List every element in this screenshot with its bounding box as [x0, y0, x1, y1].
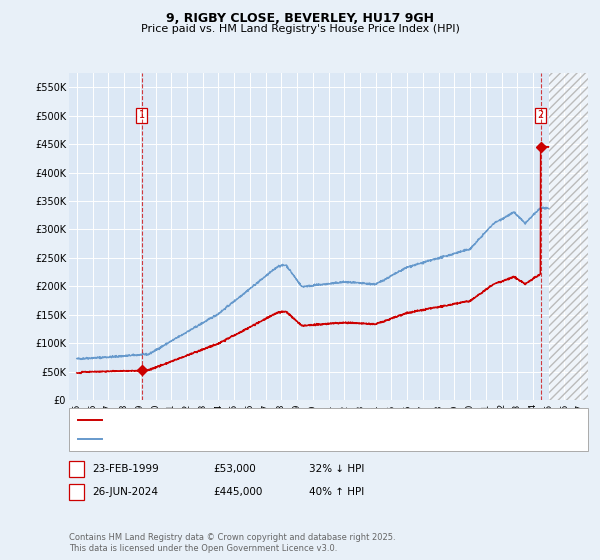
Bar [548, 73, 588, 400]
Bar [548, 73, 588, 400]
Text: HPI: Average price, detached house, East Riding of Yorkshire: HPI: Average price, detached house, East… [107, 434, 403, 444]
Text: £53,000: £53,000 [213, 464, 256, 474]
Text: £445,000: £445,000 [213, 487, 262, 497]
Text: 9, RIGBY CLOSE, BEVERLEY, HU17 9GH (detached house): 9, RIGBY CLOSE, BEVERLEY, HU17 9GH (deta… [107, 415, 386, 424]
Text: Contains HM Land Registry data © Crown copyright and database right 2025.
This d: Contains HM Land Registry data © Crown c… [69, 533, 395, 553]
Text: 2: 2 [538, 110, 544, 120]
Text: 26-JUN-2024: 26-JUN-2024 [92, 487, 158, 497]
Text: 1: 1 [73, 464, 80, 474]
Text: 23-FEB-1999: 23-FEB-1999 [92, 464, 158, 474]
Text: 1: 1 [139, 110, 145, 120]
Text: 40% ↑ HPI: 40% ↑ HPI [309, 487, 364, 497]
Text: 2: 2 [73, 487, 80, 497]
Text: 9, RIGBY CLOSE, BEVERLEY, HU17 9GH: 9, RIGBY CLOSE, BEVERLEY, HU17 9GH [166, 12, 434, 25]
Text: 32% ↓ HPI: 32% ↓ HPI [309, 464, 364, 474]
Text: Price paid vs. HM Land Registry's House Price Index (HPI): Price paid vs. HM Land Registry's House … [140, 24, 460, 34]
